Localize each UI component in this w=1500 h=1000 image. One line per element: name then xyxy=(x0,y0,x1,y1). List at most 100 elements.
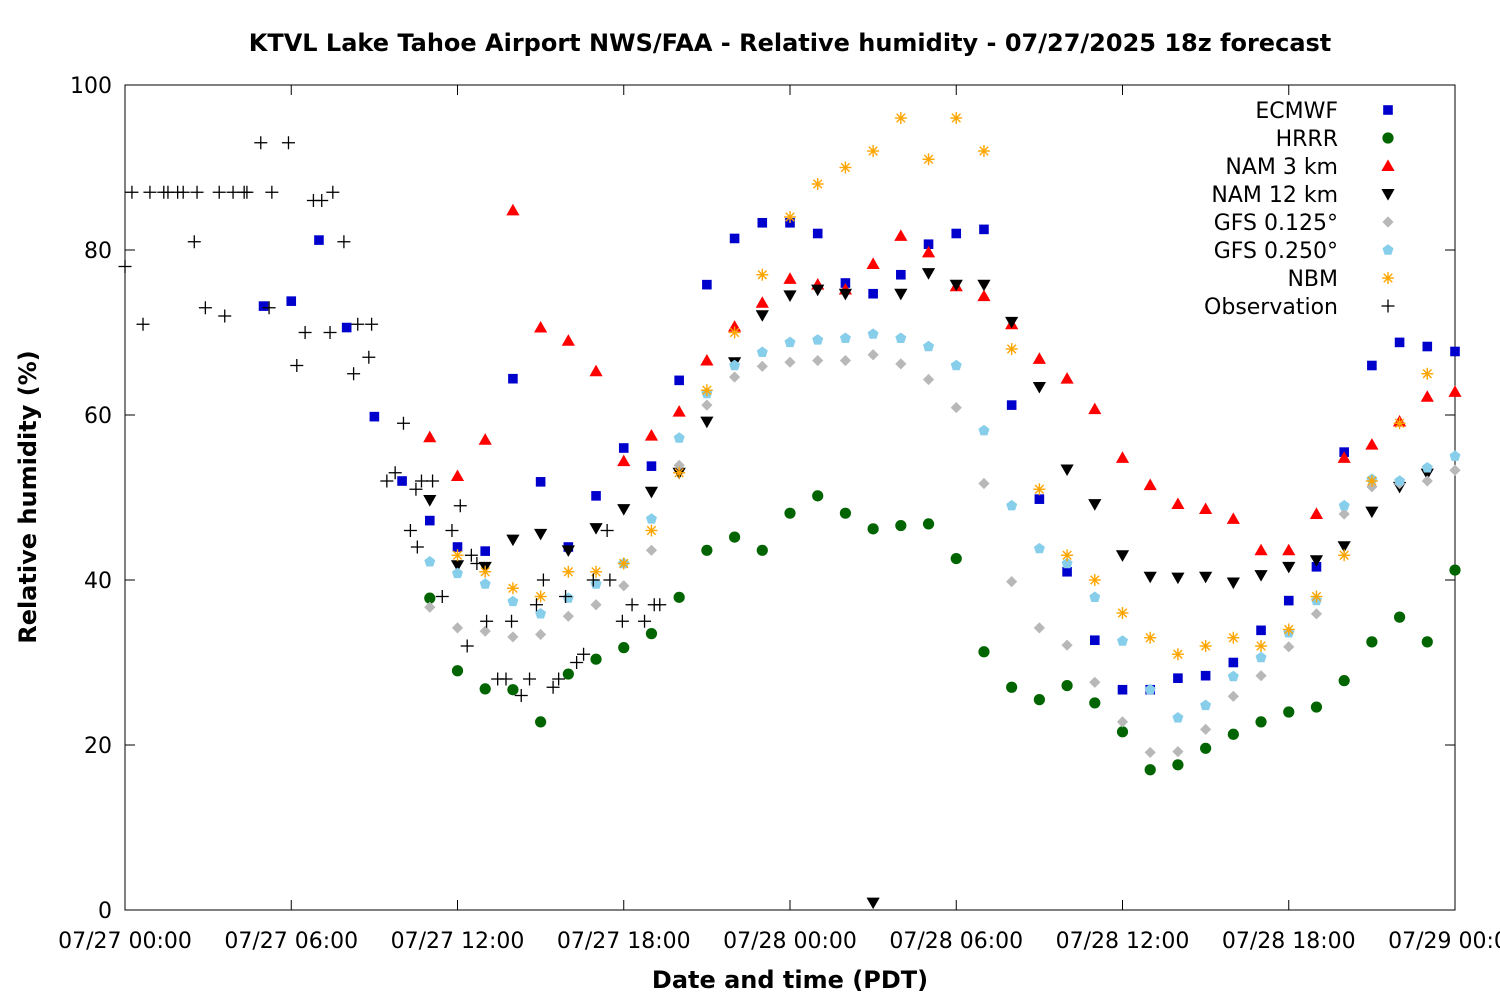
point-observation xyxy=(265,185,279,199)
point-nam-12-km xyxy=(949,279,963,292)
point-observation xyxy=(410,540,424,554)
point-nam-12-km xyxy=(1115,550,1130,562)
point-observation xyxy=(470,557,484,570)
point-ecmwf xyxy=(1089,635,1100,646)
point-nbm xyxy=(756,268,769,281)
point-hrrr xyxy=(535,716,547,728)
point-observation xyxy=(388,466,402,480)
point-hrrr xyxy=(479,683,491,695)
point-nam-3-km xyxy=(1226,512,1240,524)
point-nam-3-km xyxy=(977,289,991,302)
x-axis-title: Date and time (PDT) xyxy=(652,966,928,994)
point-nam-3-km xyxy=(478,433,492,445)
point-gfs-0-250 xyxy=(729,359,741,371)
point-nbm xyxy=(506,582,519,595)
point-nam-3-km xyxy=(1088,402,1102,415)
x-tick-label: 07/28 00:00 xyxy=(723,929,857,954)
x-tick-label: 07/28 12:00 xyxy=(1056,929,1190,954)
point-gfs-0-125 xyxy=(424,601,436,613)
x-tick-label: 07/27 18:00 xyxy=(557,929,691,954)
point-observation xyxy=(577,647,591,661)
point-nbm xyxy=(1255,640,1268,652)
point-gfs-0-250 xyxy=(1006,499,1018,511)
x-tick-label: 07/27 00:00 xyxy=(58,929,192,954)
point-gfs-0-250 xyxy=(923,340,935,352)
point-observation xyxy=(615,614,629,628)
point-ecmwf xyxy=(452,542,463,552)
legend-marker-hrrr xyxy=(1382,132,1394,144)
point-observation xyxy=(176,185,190,199)
point-gfs-0-125 xyxy=(1116,716,1129,728)
point-ecmwf xyxy=(951,228,962,239)
point-gfs-0-125 xyxy=(1033,622,1045,634)
point-nam-12-km xyxy=(561,545,575,557)
point-gfs-0-125 xyxy=(1283,641,1295,653)
point-nbm xyxy=(700,384,713,397)
point-observation xyxy=(514,689,528,702)
point-nbm xyxy=(784,211,796,223)
point-gfs-0-250 xyxy=(1255,651,1267,663)
point-hrrr xyxy=(1033,694,1045,706)
point-gfs-0-125 xyxy=(673,459,685,471)
point-observation xyxy=(226,185,240,199)
point-nam-12-km xyxy=(1171,572,1185,585)
point-gfs-0-250 xyxy=(1033,542,1045,554)
point-gfs-0-250 xyxy=(1394,475,1406,486)
point-ecmwf xyxy=(979,224,989,235)
point-ecmwf xyxy=(1367,360,1377,371)
point-nam-3-km xyxy=(1282,543,1296,556)
point-nbm xyxy=(1282,623,1295,636)
point-hrrr xyxy=(1449,564,1461,576)
point-observation xyxy=(125,185,139,199)
point-ecmwf xyxy=(341,322,352,333)
point-observation xyxy=(187,235,201,249)
point-ecmwf xyxy=(397,476,407,486)
point-nbm xyxy=(1421,367,1434,380)
point-nbm xyxy=(617,557,630,570)
point-nbm xyxy=(1061,549,1074,562)
point-nam-3-km xyxy=(1032,352,1046,364)
point-nam-12-km xyxy=(894,288,908,301)
point-ecmwf xyxy=(674,375,684,386)
point-ecmwf xyxy=(868,288,878,299)
y-tick-label: 0 xyxy=(98,899,112,924)
point-gfs-0-250 xyxy=(1089,591,1101,602)
point-hrrr xyxy=(1061,680,1073,692)
point-ecmwf xyxy=(923,239,934,250)
point-ecmwf xyxy=(1311,562,1322,572)
point-nam-3-km xyxy=(534,320,548,333)
point-ecmwf xyxy=(314,235,324,245)
point-gfs-0-125 xyxy=(950,401,962,414)
point-hrrr xyxy=(590,653,602,665)
point-hrrr xyxy=(618,642,630,654)
point-ecmwf xyxy=(1200,670,1211,681)
point-ecmwf xyxy=(618,443,629,453)
point-gfs-0-250 xyxy=(1227,670,1239,682)
point-gfs-0-250 xyxy=(756,346,768,357)
point-hrrr xyxy=(895,519,907,532)
point-hrrr xyxy=(1227,728,1239,740)
point-hrrr xyxy=(507,684,519,696)
point-nam-12-km xyxy=(617,504,631,516)
point-ecmwf xyxy=(508,373,518,384)
point-ecmwf xyxy=(1228,657,1239,668)
point-gfs-0-125 xyxy=(1449,464,1461,476)
point-observation xyxy=(559,590,573,603)
point-nam-12-km xyxy=(755,310,769,322)
point-hrrr xyxy=(784,507,796,519)
point-gfs-0-125 xyxy=(1310,608,1323,620)
point-hrrr xyxy=(1006,681,1018,693)
point-nbm xyxy=(922,153,935,166)
point-gfs-0-250 xyxy=(645,513,657,524)
point-observation xyxy=(638,614,652,628)
point-observation xyxy=(453,499,467,513)
point-nbm xyxy=(479,565,492,578)
point-gfs-0-250 xyxy=(1449,450,1461,461)
point-observation xyxy=(380,474,394,488)
point-observation xyxy=(570,656,584,669)
point-nam-3-km xyxy=(866,257,880,269)
point-gfs-0-250 xyxy=(507,595,519,607)
point-observation xyxy=(409,482,423,496)
point-hrrr xyxy=(1144,764,1156,776)
point-ecmwf xyxy=(1006,400,1017,410)
